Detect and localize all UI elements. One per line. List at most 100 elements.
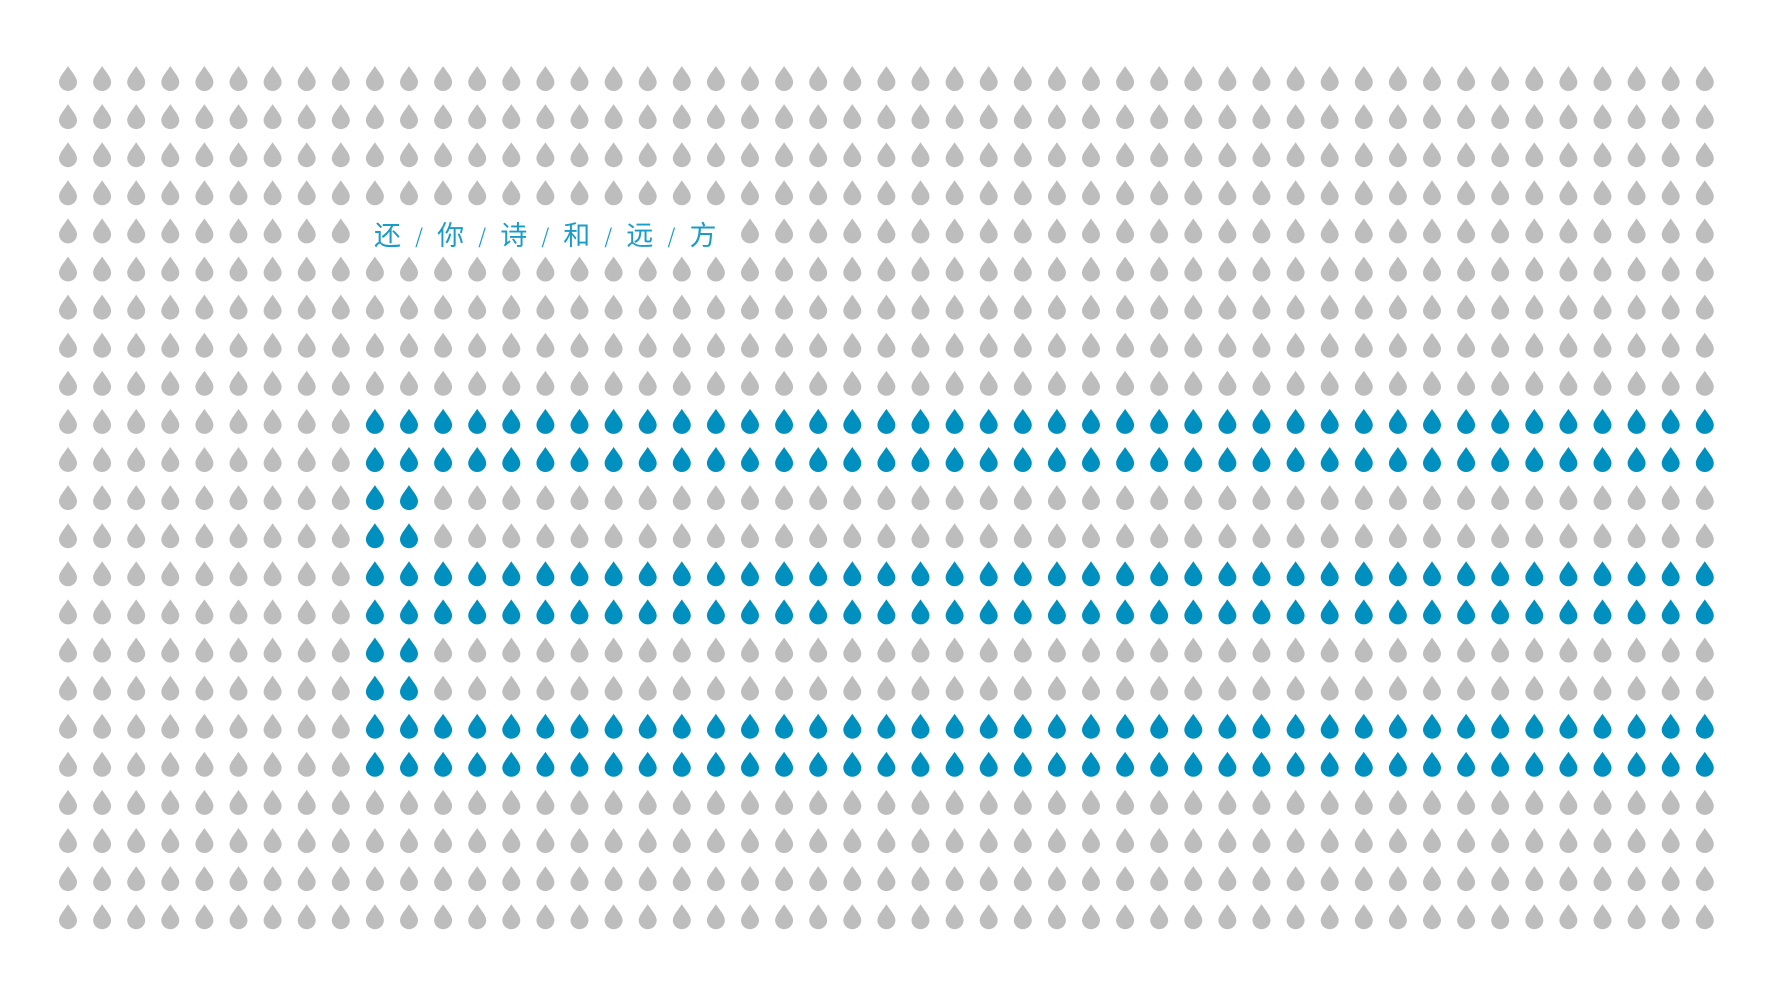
tagline-character: 诗 — [500, 221, 529, 252]
water-drop-icon — [297, 789, 316, 815]
water-drop-icon — [775, 828, 794, 853]
water-drop-icon-active — [502, 599, 521, 625]
water-drop-icon — [297, 675, 316, 701]
water-drop-icon — [638, 142, 657, 168]
water-drop-icon — [1013, 180, 1032, 206]
water-drop-icon — [638, 256, 657, 282]
water-drop-icon — [741, 256, 759, 282]
water-drop-icon — [1286, 294, 1305, 320]
water-drop-icon — [536, 256, 555, 282]
water-drop-icon — [59, 218, 77, 244]
water-drop-icon — [604, 485, 623, 511]
water-drop-icon — [1184, 637, 1203, 663]
tagline: 还 / 你 / 诗 / 和 / 远 / 方 — [374, 218, 717, 256]
water-drop-icon — [1354, 218, 1373, 244]
water-drop-icon — [1627, 142, 1646, 168]
water-drop-icon — [638, 789, 657, 815]
water-drop-icon — [1252, 142, 1271, 168]
water-drop-icon — [604, 294, 623, 320]
water-drop-icon — [468, 370, 487, 396]
water-drop-icon — [263, 447, 282, 473]
water-drop-icon — [604, 332, 623, 358]
water-drop-icon — [1457, 637, 1476, 663]
water-drop-icon-active — [536, 751, 555, 777]
water-drop-icon-active — [1082, 751, 1100, 777]
water-drop-icon — [1695, 866, 1714, 892]
water-drop-icon — [706, 789, 725, 815]
water-drop-icon — [809, 104, 828, 130]
water-drop-icon — [1627, 180, 1646, 206]
water-drop-icon — [468, 104, 487, 130]
water-drop-icon — [331, 447, 350, 473]
water-drop-icon-active — [1593, 599, 1612, 625]
water-drop-icon — [1593, 332, 1612, 358]
water-drop-icon — [1491, 523, 1510, 549]
water-drop-icon-active — [400, 675, 419, 701]
water-drop-icon — [672, 866, 691, 892]
water-drop-icon — [1661, 866, 1680, 892]
tagline-separator: / — [415, 223, 425, 251]
water-drop-icon-active — [672, 561, 691, 587]
water-drop-icon — [706, 256, 725, 282]
water-drop-icon — [570, 332, 589, 358]
water-drop-icon — [502, 523, 521, 549]
water-drop-icon — [1047, 866, 1066, 892]
water-drop-icon — [1457, 523, 1476, 549]
water-drop-icon — [1627, 904, 1646, 930]
water-drop-icon-active — [1116, 599, 1135, 625]
water-drop-icon — [59, 104, 77, 130]
water-drop-icon — [1116, 332, 1135, 358]
water-drop-icon — [1457, 294, 1476, 320]
water-drop-icon — [400, 66, 418, 91]
water-drop-icon — [434, 866, 453, 892]
water-drop-icon — [843, 828, 862, 853]
water-drop-icon-active — [536, 408, 555, 434]
water-drop-icon — [1116, 294, 1135, 320]
water-drop-icon-active — [1695, 751, 1714, 777]
water-drop-icon — [1559, 332, 1578, 358]
water-drop-icon — [536, 637, 555, 663]
water-drop-icon — [638, 523, 657, 549]
water-drop-icon-active — [536, 561, 555, 587]
water-drop-icon — [1559, 294, 1578, 320]
water-drop-icon — [809, 828, 828, 853]
water-drop-icon-active — [1047, 408, 1066, 434]
water-drop-icon — [1218, 332, 1237, 358]
water-drop-icon-active — [1593, 561, 1612, 587]
water-drop-icon — [263, 180, 282, 206]
water-drop-icon — [161, 561, 180, 587]
water-drop-icon — [127, 637, 146, 663]
water-drop-icon-active — [1354, 599, 1373, 625]
water-drop-icon — [468, 828, 487, 853]
water-drop-icon — [604, 637, 623, 663]
water-drop-icon — [59, 408, 77, 434]
water-drop-icon — [570, 789, 589, 815]
water-drop-icon — [1150, 828, 1169, 853]
water-drop-icon — [468, 256, 487, 282]
water-drop-icon-active — [434, 599, 453, 625]
water-drop-icon — [229, 637, 248, 663]
water-drop-icon-active — [1457, 408, 1476, 434]
water-drop-icon — [1252, 485, 1271, 511]
water-drop-icon — [1661, 294, 1680, 320]
water-drop-icon — [1354, 523, 1373, 549]
water-drop-icon-active — [1559, 599, 1578, 625]
water-drop-icon — [1423, 370, 1441, 396]
water-drop-icon — [1627, 789, 1646, 815]
water-drop-icon-active — [979, 599, 998, 625]
water-drop-icon — [706, 104, 725, 130]
water-drop-icon-active — [400, 447, 418, 472]
water-drop-icon — [229, 66, 248, 92]
water-drop-icon — [1116, 637, 1135, 663]
water-drop-icon — [1627, 294, 1646, 320]
water-drop-icon-active — [604, 713, 623, 739]
water-drop-icon — [297, 561, 316, 587]
water-drop-icon — [1320, 142, 1339, 168]
water-drop-icon — [263, 218, 282, 244]
water-drop-icon — [809, 637, 828, 663]
water-drop-icon — [775, 370, 794, 396]
water-drop-icon-active — [672, 713, 691, 739]
water-drop-icon — [195, 180, 214, 206]
water-drop-icon — [468, 904, 487, 930]
water-drop-icon — [1286, 370, 1305, 396]
